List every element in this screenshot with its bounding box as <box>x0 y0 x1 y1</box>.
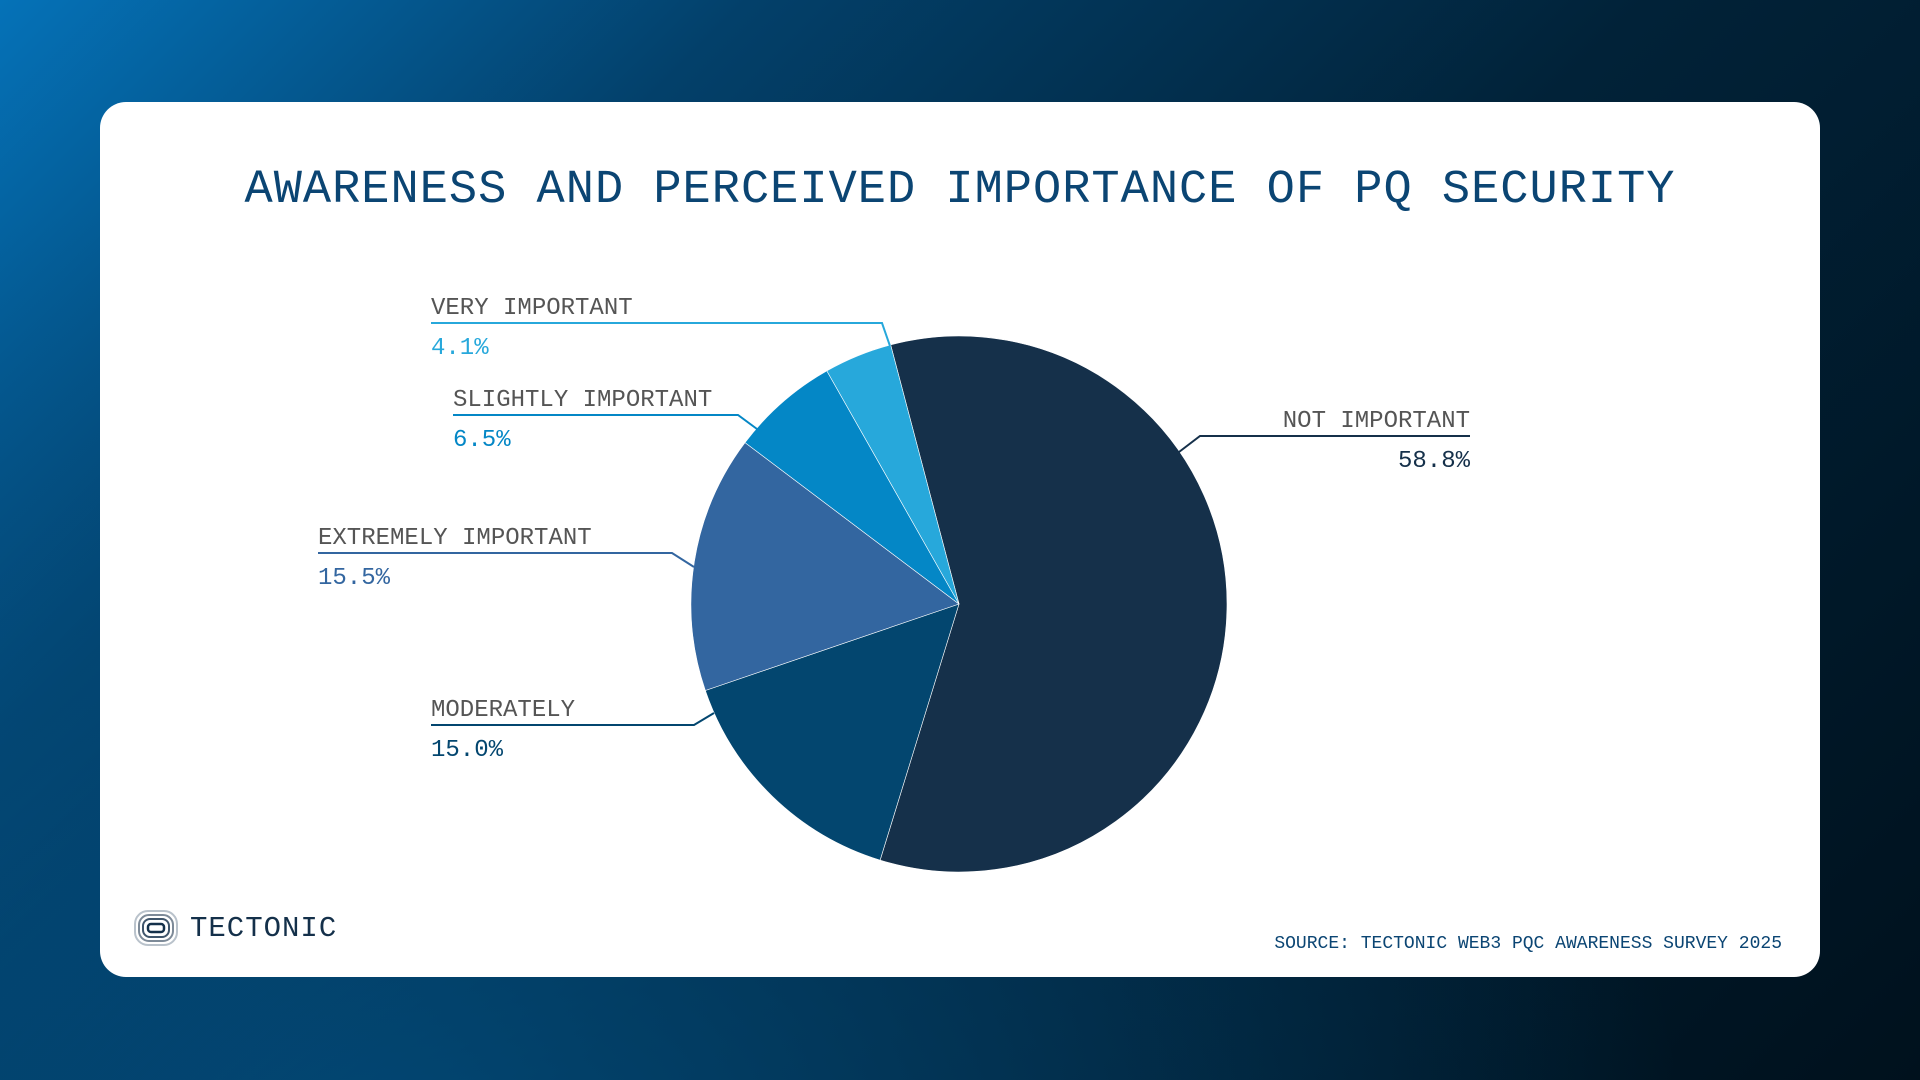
slice-value-label: 15.5% <box>318 565 391 592</box>
pie-slice-moderately <box>704 603 960 861</box>
leader-line <box>431 322 891 347</box>
leader-line <box>431 712 715 726</box>
leader-line <box>318 552 695 568</box>
slice-label: SLIGHTLY IMPORTANT <box>453 387 712 414</box>
pie-slice-slightly-important <box>744 370 960 605</box>
leader-line <box>453 414 758 430</box>
slice-value-label: 6.5% <box>453 427 511 454</box>
brand-logo: TECTONIC <box>134 910 337 946</box>
slice-label: VERY IMPORTANT <box>431 295 633 322</box>
slice-value-label: 58.8% <box>1398 448 1471 475</box>
slice-value-label: 4.1% <box>431 335 489 362</box>
leader-line <box>1178 435 1470 453</box>
pie-slice-not-important <box>879 335 1228 873</box>
slice-value-label: 15.0% <box>431 737 504 764</box>
brand-name: TECTONIC <box>190 911 338 945</box>
chart-title: AWARENESS AND PERCEIVED IMPORTANCE OF PQ… <box>244 164 1676 217</box>
pie-slice-extremely-important <box>690 442 960 691</box>
tectonic-logo-icon <box>134 910 178 946</box>
source-note: SOURCE: TECTONIC WEB3 PQC AWARENESS SURV… <box>1274 934 1782 954</box>
slice-label: MODERATELY <box>431 697 575 724</box>
slice-label: NOT IMPORTANT <box>1283 408 1470 435</box>
slice-label: EXTREMELY IMPORTANT <box>318 525 592 552</box>
